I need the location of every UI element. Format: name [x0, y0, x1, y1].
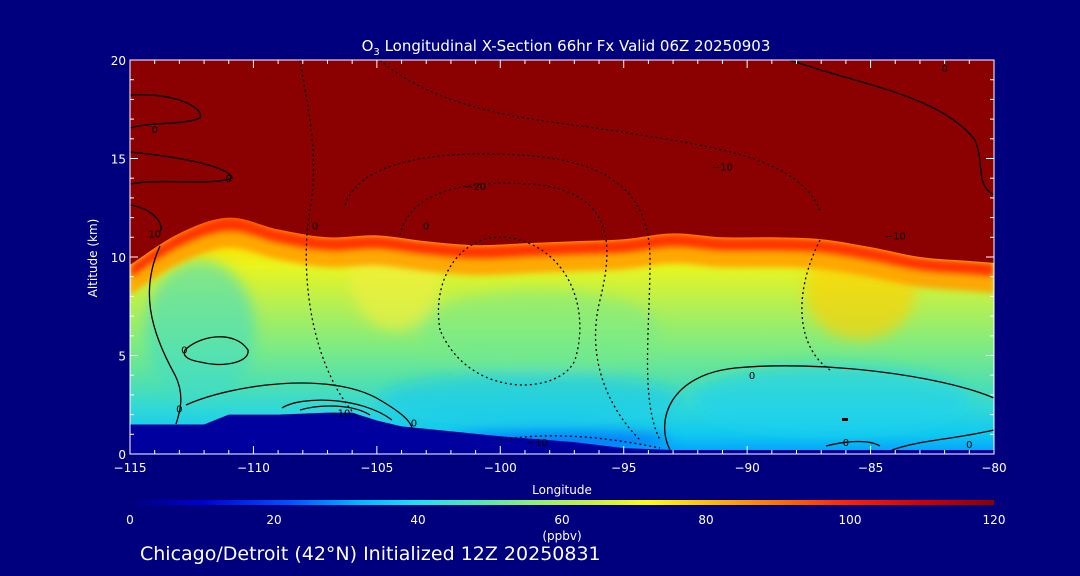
small-dark-mark [842, 418, 848, 421]
contour-solid-east-lower [664, 365, 994, 451]
y-axis: 0 5 10 15 20 [111, 54, 994, 462]
contour-solid-west-upper [130, 93, 202, 129]
chart-title: O3 Longitudinal X-Section 66hr Fx Valid … [362, 37, 771, 58]
contour-labels: 0 0 10 0 0 −20 −10 −10 0 0 0 −10 0 −10 0 0 0 [148, 64, 972, 451]
contour-label: −20 [465, 182, 486, 193]
chart-title-text: Longitudinal X-Section 66hr Fx Valid 06Z… [380, 37, 771, 55]
contour-solid-west-low [130, 204, 162, 233]
x-axis-label: Longitude [532, 483, 592, 497]
y-tick-label: 15 [111, 153, 126, 167]
contour-label: −10 [885, 231, 906, 242]
contour-solid-northeast [789, 60, 994, 196]
contour-label: −10 [329, 409, 350, 420]
transition-orange-band [130, 217, 994, 295]
cyan-pocket-lower [380, 372, 680, 428]
colorbar [130, 500, 994, 505]
contour-solid-east-ground-2 [891, 429, 994, 451]
contour-solid-west-mid [130, 151, 233, 185]
x-tick-label: −115 [114, 461, 147, 475]
contour-label: 0 [843, 438, 849, 449]
colorbar-ticks: 0 20 40 60 80 100 120 [126, 513, 1005, 527]
contour-label: 0 [411, 418, 417, 429]
contour-label: −10 [712, 162, 733, 173]
y-tick-label: 20 [111, 54, 126, 68]
contour-lines-dotted [299, 60, 831, 449]
colorbar-tick-label: 40 [410, 513, 425, 527]
x-tick-label: −80 [981, 461, 1006, 475]
tropopause-transition [130, 217, 994, 295]
y-axis-label: Altitude (km) [86, 219, 100, 298]
plot-area: 0 0 10 0 0 −20 −10 −10 0 0 0 −10 0 −10 0 0 0 [130, 60, 994, 454]
terrain-mask [130, 412, 994, 454]
footer-caption: Chicago/Detroit (42°N) Initialized 12Z 2… [140, 543, 601, 565]
contour-dotted-north [379, 60, 821, 211]
contour-label: 0 [176, 405, 182, 416]
cyan-pocket-east [690, 365, 970, 435]
colorbar-tick-label: 60 [554, 513, 569, 527]
contour-dotted-southeast [499, 435, 661, 449]
contour-dotted-inner-ring [399, 182, 641, 441]
chart-title-species: O [362, 37, 374, 55]
contour-label: 0 [941, 64, 947, 75]
colorbar-unit: (ppbv) [542, 529, 581, 543]
contour-dotted-upper-outer [299, 60, 361, 421]
x-tick-label: −100 [484, 461, 517, 475]
colorbar-tick-label: 0 [126, 513, 134, 527]
colorbar-tick-label: 100 [839, 513, 862, 527]
chart-title-species-subscript: 3 [373, 47, 379, 58]
contour-label: 0 [423, 221, 429, 232]
x-tick-label: −105 [360, 461, 393, 475]
contour-solid-east-ground [825, 440, 881, 447]
colorbar-tick-label: 20 [266, 513, 281, 527]
colorbar-tick-label: 120 [983, 513, 1006, 527]
contour-label: 10 [148, 229, 161, 240]
contour-solid-foothill-inner [281, 399, 393, 421]
y-tick-label: 10 [111, 251, 126, 265]
contour-label: 0 [181, 346, 187, 357]
y-tick-label: 0 [118, 448, 126, 462]
stratospheric-ozone-region [130, 60, 994, 265]
contour-label: −10 [527, 438, 548, 449]
contour-label: 0 [226, 174, 232, 185]
contour-label: 0 [312, 221, 318, 232]
contour-solid-west-loop [183, 336, 249, 365]
contour-lines [130, 60, 994, 451]
cyan-pocket-west [145, 260, 255, 400]
contour-solid-foothill-core [299, 405, 371, 416]
y-tick-label: 5 [118, 350, 126, 364]
x-axis: −115 −110 −105 −100 −95 −90 −85 −80 [114, 60, 1007, 475]
contour-dotted-upper-ring [344, 153, 661, 441]
x-tick-label: −85 [858, 461, 883, 475]
contour-solid-foothill-outer [185, 382, 413, 429]
contour-label: 0 [749, 371, 755, 382]
contour-solid-west-column [148, 245, 182, 425]
transition-red-band [130, 217, 994, 279]
contour-label: 0 [151, 125, 157, 136]
x-tick-label: −110 [237, 461, 270, 475]
x-tick-label: −90 [734, 461, 759, 475]
green-pocket-mid [420, 290, 660, 370]
colorbar-tick-label: 80 [698, 513, 713, 527]
contour-label: 0 [966, 440, 972, 451]
x-tick-label: −95 [611, 461, 636, 475]
